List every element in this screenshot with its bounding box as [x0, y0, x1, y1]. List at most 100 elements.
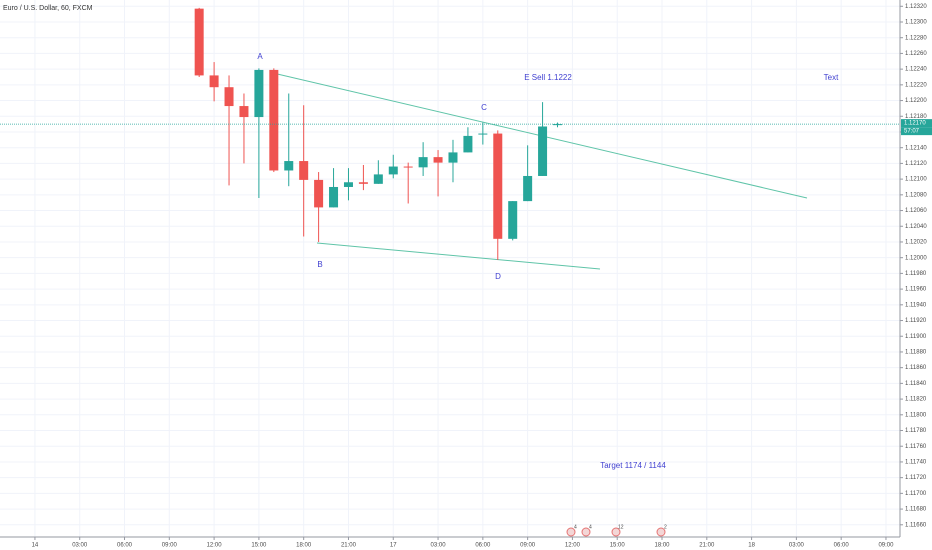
annotation: A [257, 52, 263, 61]
y-tick-label: 1.11940 [905, 302, 927, 308]
candle-body [552, 124, 562, 126]
y-tick-label: 1.11860 [905, 365, 927, 371]
x-tick-label: 14 [32, 543, 39, 549]
y-tick-label: 1.11680 [905, 507, 927, 513]
x-tick-label: 12:00 [565, 543, 581, 549]
annotation: Text [824, 73, 839, 82]
y-tick-label: 1.11840 [905, 381, 927, 387]
x-tick-label: 03:00 [431, 543, 447, 549]
candle-body [254, 69, 264, 118]
axes: 1.11660 1.11680 1.11700 1.11720 1.11740 1.117… [32, 4, 932, 549]
event-count: 4 [574, 524, 577, 530]
y-tick-label: 1.12140 [905, 145, 927, 151]
candle-body [224, 87, 234, 107]
event-count: 2 [664, 524, 667, 530]
candle-body [418, 157, 428, 168]
y-tick-label: 1.12100 [905, 177, 927, 183]
candle-body [388, 166, 398, 175]
countdown-label: 57:07 [904, 129, 920, 135]
x-tick-label: 06:00 [834, 543, 850, 549]
x-tick-label: 18:00 [296, 543, 312, 549]
candle-body [463, 135, 473, 153]
price-tag [901, 119, 932, 128]
y-tick-label: 1.12080 [905, 192, 927, 198]
y-tick-label: 1.11960 [905, 287, 927, 293]
event-count: 4 [589, 524, 592, 530]
x-tick-label: 09:00 [162, 543, 178, 549]
y-tick-label: 1.12060 [905, 208, 927, 214]
candle-body [239, 106, 249, 118]
y-tick-label: 1.12000 [905, 255, 927, 261]
y-tick-label: 1.12200 [905, 98, 927, 104]
y-tick-label: 1.11720 [905, 475, 927, 481]
event-icon[interactable] [656, 527, 666, 537]
candle-body [194, 8, 204, 76]
y-tick-label: 1.12120 [905, 161, 927, 167]
y-tick-label: 1.12220 [905, 82, 927, 88]
x-tick-label: 06:00 [475, 543, 491, 549]
candle-body [493, 133, 503, 239]
x-tick-label: 15:00 [610, 543, 626, 549]
x-tick-label: 03:00 [72, 543, 88, 549]
price-tag-label: 1.12170 [904, 121, 926, 127]
x-tick-label: 18:00 [655, 543, 671, 549]
x-tick-label: 15:00 [251, 543, 267, 549]
candle-body [538, 126, 548, 176]
candle-body [269, 69, 279, 171]
y-tick-label: 1.12180 [905, 114, 927, 120]
annotation: E Sell 1.1222 [524, 73, 572, 82]
y-tick-label: 1.11880 [905, 350, 927, 356]
candle-body [478, 133, 488, 135]
countdown-tag [901, 127, 932, 136]
x-tick-label: 21:00 [699, 543, 715, 549]
y-tick-label: 1.12320 [905, 4, 927, 10]
trend-line [316, 242, 601, 270]
event-icon[interactable] [566, 527, 576, 537]
x-tick-label: 12:00 [207, 543, 223, 549]
event-icon[interactable] [611, 527, 621, 537]
event-count: 12 [618, 524, 624, 530]
candle-body [284, 161, 294, 171]
y-tick-label: 1.11760 [905, 444, 927, 450]
x-tick-label: 03:00 [789, 543, 805, 549]
candle-body [508, 201, 518, 239]
candle-body [523, 175, 533, 202]
y-tick-label: 1.12300 [905, 20, 927, 26]
candle-body [314, 179, 324, 208]
y-tick-label: 1.11780 [905, 428, 927, 434]
y-tick-label: 1.11920 [905, 318, 927, 324]
y-tick-label: 1.11660 [905, 522, 927, 528]
candle-body [209, 75, 219, 88]
x-tick-label: 06:00 [117, 543, 133, 549]
y-tick-label: 1.11980 [905, 271, 927, 277]
candle-body [329, 186, 339, 208]
annotation: C [481, 103, 487, 112]
annotation: B [317, 260, 322, 269]
y-tick-label: 1.11900 [905, 334, 927, 340]
x-tick-label: 21:00 [341, 543, 357, 549]
y-tick-label: 1.11700 [905, 491, 927, 497]
y-tick-label: 1.12280 [905, 35, 927, 41]
y-tick-label: 1.11800 [905, 412, 927, 418]
y-tick-label: 1.12040 [905, 224, 927, 230]
candle-body [299, 161, 309, 180]
events: 4 4 12 2 [566, 524, 667, 537]
annotation: D [495, 272, 501, 281]
candles [0, 7, 900, 261]
grid [0, 0, 900, 537]
y-tick-label: 1.11740 [905, 460, 927, 466]
candle-body [448, 152, 458, 163]
y-tick-label: 1.12020 [905, 240, 927, 246]
annotation: Target 1174 / 1144 [600, 461, 666, 470]
x-tick-label: 09:00 [520, 543, 536, 549]
x-tick-label: 09:00 [878, 543, 894, 549]
event-icon[interactable] [581, 527, 591, 537]
x-tick-label: 18 [748, 543, 755, 549]
candle-body [343, 182, 353, 187]
chart-title: Euro / U.S. Dollar, 60, FXCM [3, 5, 93, 12]
candle-body [433, 157, 443, 163]
y-tick-label: 1.12240 [905, 67, 927, 73]
y-tick-label: 1.12260 [905, 51, 927, 57]
